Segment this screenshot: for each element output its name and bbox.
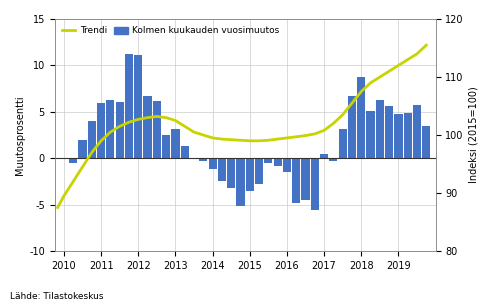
Bar	[162, 135, 170, 158]
Bar	[255, 158, 263, 184]
Bar	[320, 154, 328, 158]
Bar	[339, 130, 347, 158]
Text: Lähde: Tilastokeskus: Lähde: Tilastokeskus	[10, 292, 104, 301]
Bar	[311, 158, 319, 210]
Bar	[153, 101, 161, 158]
Bar	[69, 158, 77, 163]
Bar	[404, 113, 412, 158]
Bar	[422, 126, 430, 158]
Bar	[78, 140, 87, 158]
Bar	[246, 158, 254, 191]
Y-axis label: Muutosprosentti: Muutosprosentti	[15, 95, 25, 175]
Bar	[366, 111, 375, 158]
Bar	[106, 100, 114, 158]
Bar	[143, 96, 152, 158]
Bar	[218, 158, 226, 181]
Bar	[199, 158, 208, 161]
Bar	[172, 130, 179, 158]
Bar	[274, 158, 282, 166]
Bar	[88, 121, 96, 158]
Bar	[115, 102, 124, 158]
Bar	[283, 158, 291, 172]
Bar	[264, 158, 273, 163]
Bar	[180, 146, 189, 158]
Y-axis label: Indeksi (2015=100): Indeksi (2015=100)	[468, 87, 478, 183]
Bar	[134, 55, 142, 158]
Bar	[394, 114, 402, 158]
Bar	[97, 102, 105, 158]
Bar	[357, 78, 365, 158]
Bar	[385, 106, 393, 158]
Bar	[376, 100, 384, 158]
Bar	[329, 158, 338, 161]
Bar	[292, 158, 300, 203]
Bar	[301, 158, 310, 200]
Bar	[209, 158, 217, 169]
Bar	[125, 54, 133, 158]
Bar	[236, 158, 245, 206]
Legend: Trendi, Kolmen kuukauden vuosimuutos: Trendi, Kolmen kuukauden vuosimuutos	[59, 23, 282, 38]
Bar	[413, 105, 421, 158]
Bar	[348, 96, 356, 158]
Bar	[227, 158, 235, 188]
